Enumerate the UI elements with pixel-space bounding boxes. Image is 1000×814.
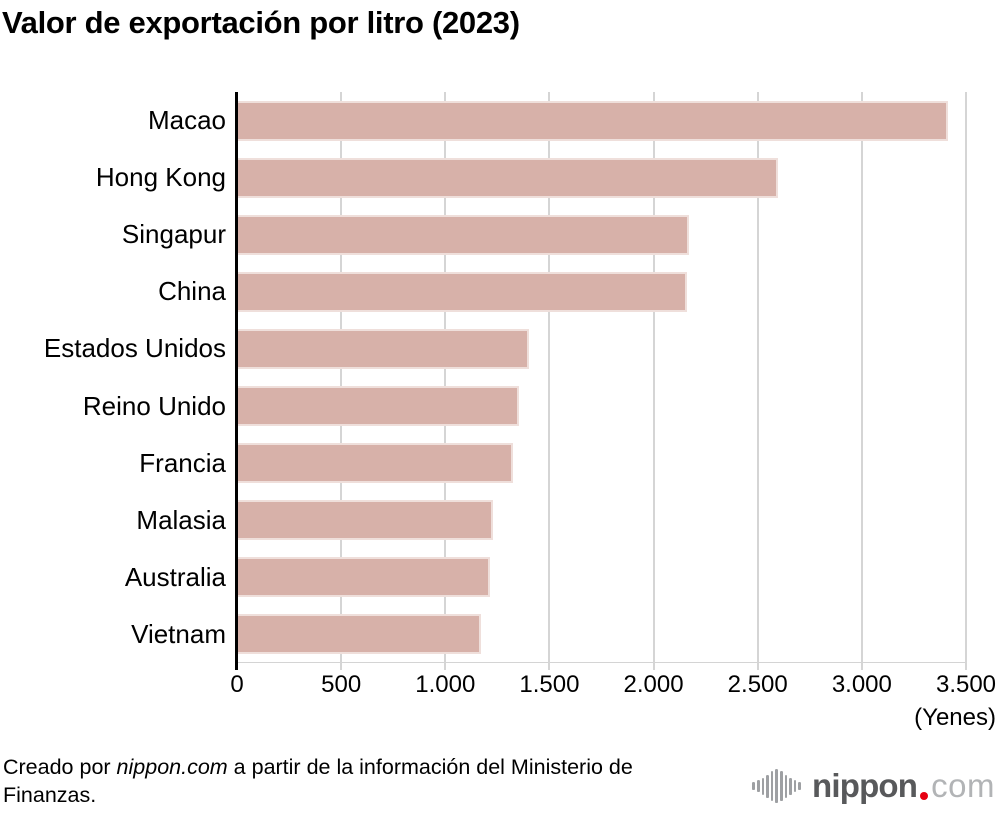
category-label: Malasia [136,504,226,535]
chart-title: Valor de exportación por litro (2023) [2,5,520,40]
bar-row [237,434,966,491]
bar-row [237,377,966,434]
gridline [340,92,343,670]
bar-macao [237,100,949,141]
x-tick-label: 2.000 [623,671,684,698]
bars-container [237,92,966,662]
soundwave-bar [770,771,774,801]
bar-row [237,149,966,206]
gridline [444,92,447,670]
bar-row [237,263,966,320]
bar-row [237,320,966,377]
soundwave-bar [775,769,779,803]
category-label: Reino Unido [82,390,226,421]
category-label: Estados Unidos [43,333,226,364]
plot-area: 0 500 1.000 1.500 2.000 2.500 3.000 3.500 (Yene… [230,92,996,731]
category-label: Hong Kong [95,162,226,193]
category-label: Singapur [121,219,226,250]
x-tick-label: 3.500 [935,671,997,698]
bar-francia [237,442,513,483]
gridline [548,92,551,670]
category-label: Francia [139,447,226,478]
soundwave-bar [798,782,801,790]
x-tick-label: 500 [321,671,362,698]
bar-row [237,605,966,662]
category-label: China [158,276,226,307]
x-tick-label: 0 [230,671,244,698]
gridlines [237,92,967,670]
x-axis-tick-labels: 0 500 1.000 1.500 2.000 2.500 3.000 3.500 [230,671,996,698]
bar-australia [237,556,491,597]
bar-reino-unido [237,385,520,426]
credit-suffix: a partir de la información del Ministeri… [3,755,633,807]
logo-tld: com [931,767,995,804]
x-axis-unit-label: (Yenes) [914,704,996,731]
bar-row [237,491,966,548]
credit-prefix: Creado por [3,755,117,779]
credit-source: nippon.com [116,755,228,779]
x-tick-label: 3.000 [831,671,892,698]
soundwave-bar [757,780,760,792]
x-tick-label: 1.000 [415,671,476,698]
bar-estados-unidos [237,328,529,369]
bar-row [237,92,966,149]
category-label: Macao [147,105,226,136]
soundwave-bar [766,774,769,798]
logo-red-dot-icon [920,792,929,800]
soundwave-bar [761,777,765,795]
bar-vietnam [237,613,481,654]
x-tick-label: 2.500 [727,671,788,698]
bar-hong-kong [237,157,778,198]
gridline [860,92,863,670]
x-tick-label: 1.500 [519,671,580,698]
bar-row [237,206,966,263]
logo-name: nippon [811,767,918,804]
soundwave-bar [752,782,756,790]
category-label: Vietnam [131,618,226,649]
y-axis-line [235,92,238,670]
bar-singapur [237,214,689,255]
nippon-logo: nippon com [752,766,995,806]
soundwave-bar [784,774,788,798]
bar-malasia [237,499,493,540]
soundwave-bars-icon [752,766,801,806]
nippon-logo-text: nippon com [812,767,995,805]
category-label: Australia [124,561,226,592]
soundwave-bar [780,771,783,801]
gridline [965,92,967,670]
soundwave-bar [789,777,792,795]
bar-china [237,271,687,312]
gridline [756,92,759,670]
credit-text: Creado por nippon.com a partir de la inf… [3,754,708,809]
y-axis-category-labels: Macao Hong Kong Singapur China Estados Unido… [0,92,226,663]
gridline [652,92,655,670]
soundwave-bar [793,780,797,792]
bar-row [237,548,966,605]
